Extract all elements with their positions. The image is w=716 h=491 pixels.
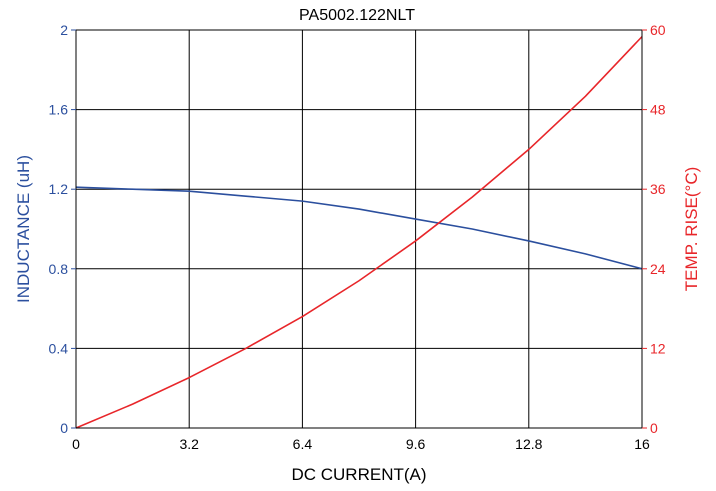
temp-rise-series-line bbox=[75, 36, 643, 429]
x-tick-label: 16 bbox=[634, 436, 650, 452]
chart-title: PA5002.122NLT bbox=[299, 7, 415, 24]
y-left-tick-label: 0.8 bbox=[49, 261, 69, 277]
x-axis-label: DC CURRENT(A) bbox=[291, 465, 426, 484]
y-right-tick-label: 12 bbox=[650, 340, 666, 356]
inductance-series-line bbox=[75, 186, 643, 270]
x-tick-label: 6.4 bbox=[293, 436, 313, 452]
grid bbox=[76, 30, 642, 428]
y-left-tick-label: 0 bbox=[60, 420, 68, 436]
y-left-tick-label: 2 bbox=[60, 22, 68, 38]
series-layer bbox=[75, 36, 643, 429]
x-tick-label: 3.2 bbox=[179, 436, 199, 452]
x-tick-label: 0 bbox=[72, 436, 80, 452]
y-left-tick-label: 1.2 bbox=[49, 181, 69, 197]
y-right-tick-label: 60 bbox=[650, 22, 666, 38]
plot-frame bbox=[75, 29, 643, 429]
y-axis-right-label: TEMP. RISE(°C) bbox=[682, 167, 701, 292]
y-left-tick-label: 0.4 bbox=[49, 340, 69, 356]
x-tick-label: 9.6 bbox=[406, 436, 426, 452]
y-right-tick-label: 0 bbox=[650, 420, 658, 436]
y-right-tick-label: 24 bbox=[650, 261, 666, 277]
x-tick-label: 12.8 bbox=[515, 436, 542, 452]
ticks-layer: 0 3.2 6.4 9.6 12.8 1600.40.81.21.620122436486… bbox=[49, 22, 666, 452]
y-axis-left-label: INDUCTANCE (uH) bbox=[14, 155, 33, 303]
y-right-tick-label: 36 bbox=[650, 181, 666, 197]
y-left-tick-label: 1.6 bbox=[49, 102, 69, 118]
y-right-tick-label: 48 bbox=[650, 102, 666, 118]
